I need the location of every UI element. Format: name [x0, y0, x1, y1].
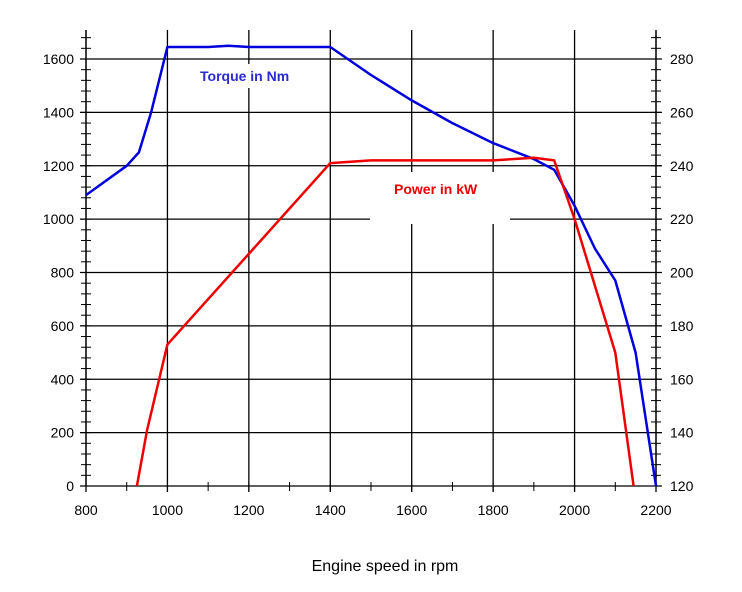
y-left-tick-label: 800 — [51, 265, 75, 281]
x-tick-label: 1400 — [315, 502, 346, 518]
power-line — [135, 156, 635, 487]
y-right-tick-label: 220 — [670, 211, 694, 227]
x-tick-label: 1000 — [152, 502, 183, 518]
y-left-tick-label: 1000 — [43, 211, 74, 227]
y-left-tick-label: 1600 — [43, 51, 74, 67]
series-lines — [85, 44, 658, 487]
grid — [80, 30, 662, 492]
x-tick-label: 1800 — [478, 502, 509, 518]
y-left-tick-label: 1200 — [43, 158, 74, 174]
y-right-tick-label: 140 — [670, 425, 694, 441]
x-tick-label: 2200 — [640, 502, 671, 518]
power-label-bg — [370, 172, 510, 224]
power-series-label: Power in kW — [394, 181, 478, 197]
y-right-tick-label: 280 — [670, 51, 694, 67]
torque-label-bg — [190, 64, 308, 88]
y-right-tick-label: 260 — [670, 104, 694, 120]
y-left-tick-label: 1400 — [43, 104, 74, 120]
x-tick-label: 1200 — [233, 502, 264, 518]
x-axis-label: Engine speed in rpm — [312, 558, 459, 575]
y-right-tick-label: 240 — [670, 158, 694, 174]
y-right-tick-label: 160 — [670, 371, 694, 387]
axis-ticks: 800 1000 1200 1400 1600 1800 2000 2200 0 200 400 60… — [43, 37, 694, 518]
y-left-tick-label: 600 — [51, 318, 75, 334]
torque-series-label: Torque in Nm — [200, 68, 289, 84]
y-right-tick-label: 180 — [670, 318, 694, 334]
y-left-tick-label: 200 — [51, 425, 75, 441]
x-tick-label: 1600 — [396, 502, 427, 518]
y-left-tick-label: 0 — [66, 478, 74, 494]
x-tick-label: 800 — [74, 502, 98, 518]
y-right-tick-label: 200 — [670, 265, 694, 281]
y-left-tick-label: 400 — [51, 371, 75, 387]
x-tick-label: 2000 — [559, 502, 590, 518]
torque-line — [85, 44, 658, 487]
y-right-tick-label: 120 — [670, 478, 694, 494]
